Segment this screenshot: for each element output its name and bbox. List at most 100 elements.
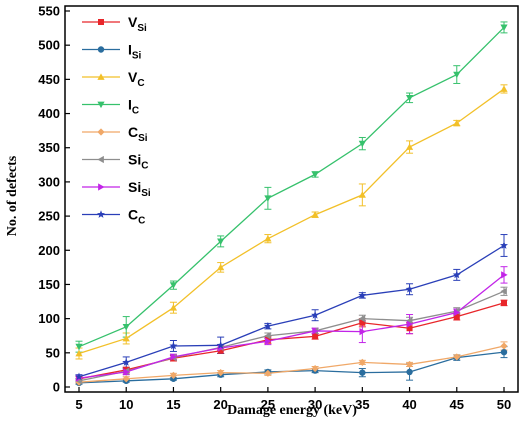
data-point-v-c [405, 143, 414, 150]
series-line-si-si [78, 274, 505, 379]
data-point-i-c [264, 195, 272, 202]
data-point-c-si [358, 358, 366, 366]
y-tick-label: 0 [53, 380, 60, 395]
legend-item-c-c: CC [82, 207, 145, 227]
y-tick-label: 300 [38, 174, 60, 189]
data-point-si-c [500, 287, 507, 295]
data-point-c-c [122, 358, 131, 366]
data-point-c-c [75, 372, 83, 381]
legend-marker [98, 19, 104, 25]
series-line-v-c [78, 88, 505, 355]
series-lines [78, 26, 505, 384]
legend-label: SiSi [128, 179, 151, 199]
data-point-i-si [406, 368, 413, 376]
legend-marker [97, 101, 105, 109]
data-point-v-si [406, 325, 413, 332]
legend-label: VC [128, 69, 145, 89]
y-axis-title: No. of defects [5, 155, 20, 236]
data-point-c-c [263, 321, 272, 330]
data-point-v-si [501, 299, 507, 306]
legend-item-i-si: ISi [82, 42, 142, 62]
data-point-c-si [169, 371, 178, 379]
data-point-si-si [170, 353, 178, 361]
x-tick-label: 10 [119, 397, 133, 412]
data-point-c-si [405, 360, 414, 369]
y-tick-label: 150 [38, 277, 60, 292]
legend-label: VSi [128, 14, 147, 34]
data-point-v-si [359, 319, 366, 326]
data-point-c-c [452, 270, 461, 279]
data-point-si-si [501, 271, 508, 279]
data-point-i-c [169, 282, 178, 289]
legend: VSi ISi VC IC CSi SiC SiSi CC [82, 14, 151, 227]
data-point-i-c [453, 71, 461, 79]
legend-item-i-c: IC [82, 97, 139, 117]
legend-label: CC [128, 207, 145, 227]
x-axis-ticks: 5 10 15 20 25 30 35 40 45 50 [75, 387, 511, 412]
data-point-si-si [406, 320, 414, 328]
data-point-i-c [122, 323, 130, 331]
legend-item-c-si: CSi [82, 124, 148, 144]
data-point-v-c [169, 304, 178, 311]
x-tick-label: 40 [402, 397, 416, 412]
y-tick-label: 350 [38, 140, 60, 155]
data-point-v-c [453, 119, 461, 126]
data-point-c-c [169, 341, 178, 350]
data-point-i-c [358, 140, 366, 148]
data-point-i-si [359, 369, 366, 376]
data-point-c-c [311, 311, 320, 319]
series-line-c-c [78, 244, 505, 378]
data-point-si-c [264, 332, 271, 340]
data-point-i-c [405, 94, 414, 102]
y-axis-ticks: 0 50 100 150 200 250 300 350 400 450 500 550 [38, 4, 70, 395]
legend-item-v-si: VSi [82, 14, 147, 34]
data-point-c-si [122, 375, 130, 383]
legend-item-si-si: SiSi [82, 179, 151, 199]
legend-marker [97, 155, 104, 164]
data-point-i-si [500, 348, 508, 356]
data-point-i-c [500, 24, 508, 32]
legend-label: SiC [128, 152, 148, 172]
data-point-si-si [312, 327, 319, 335]
plot-frame [64, 5, 519, 393]
x-tick-label: 35 [355, 397, 369, 412]
data-point-si-si [453, 308, 461, 317]
legend-item-si-c: SiC [82, 152, 148, 172]
y-tick-label: 50 [46, 345, 60, 360]
data-point-i-c [217, 238, 225, 245]
data-point-v-si [453, 313, 460, 320]
data-point-c-si [500, 342, 508, 350]
x-axis-title: Damage energy (keV) [227, 403, 357, 418]
y-tick-label: 500 [38, 38, 60, 53]
data-point-c-si [264, 369, 272, 377]
data-point-c-c [358, 291, 367, 299]
data-point-v-c [122, 334, 130, 342]
data-point-v-c [264, 235, 272, 242]
data-point-c-c [216, 341, 225, 349]
data-point-v-si [217, 347, 224, 354]
legend-marker [97, 46, 105, 53]
data-point-v-c [75, 349, 83, 357]
x-tick-label: 45 [450, 397, 464, 412]
legend-marker [98, 183, 105, 191]
x-tick-label: 30 [308, 397, 322, 412]
data-point-si-si [359, 328, 366, 336]
legend-label: ISi [128, 42, 142, 62]
y-tick-label: 200 [38, 243, 60, 258]
data-point-c-si [217, 369, 225, 377]
x-tick-label: 15 [166, 397, 180, 412]
x-tick-label: 20 [213, 397, 227, 412]
data-point-v-c [311, 211, 319, 218]
data-point-c-si [453, 353, 461, 361]
legend-marker [97, 210, 105, 218]
y-tick-label: 100 [38, 311, 60, 326]
legend-label: CSi [128, 124, 148, 144]
y-tick-label: 400 [38, 106, 60, 121]
series-line-c-si [78, 345, 505, 383]
legend-item-v-c: VC [82, 69, 145, 89]
data-point-c-c [500, 241, 508, 249]
data-point-v-c [358, 191, 366, 198]
data-point-si-c [405, 317, 413, 325]
data-point-i-c [75, 343, 83, 351]
